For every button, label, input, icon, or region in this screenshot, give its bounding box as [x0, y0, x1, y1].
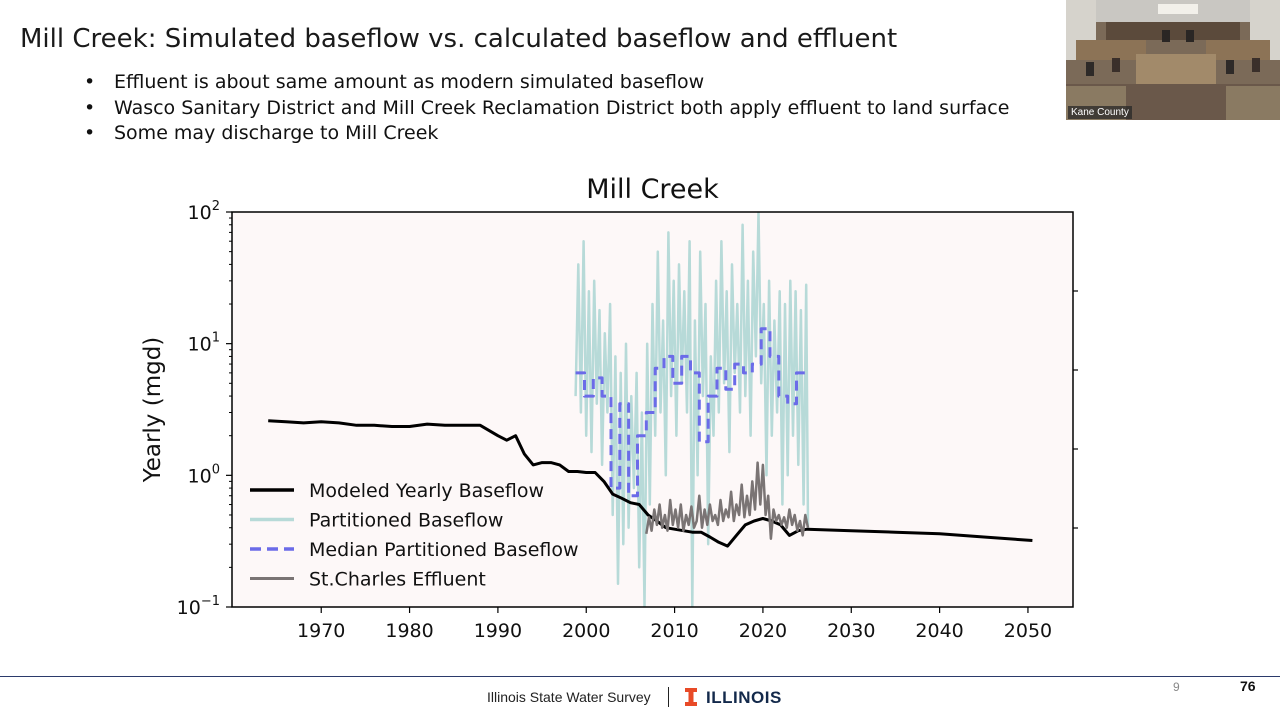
legend: Modeled Yearly Baseflow Partitioned Basef… — [250, 480, 579, 591]
x-tick-label: 2010 — [650, 620, 698, 642]
y-axis-label: Yearly (mgd) — [140, 337, 166, 484]
series-layer — [268, 212, 1033, 607]
x-tick-label: 1980 — [385, 620, 433, 642]
y-tick-base: 10 — [188, 334, 212, 356]
x-tick-label: 2000 — [562, 620, 610, 642]
footer-divider — [0, 676, 1280, 677]
y-tick-base: 10 — [177, 597, 201, 619]
x-tick-label: 2040 — [915, 620, 963, 642]
legend-label: St.Charles Effluent — [309, 569, 486, 591]
slide-number: 9 — [1173, 680, 1180, 694]
y-tick-exponent: −1 — [201, 594, 220, 609]
bullet-item: Wasco Sanitary District and Mill Creek R… — [84, 96, 1009, 122]
bullet-item: Effluent is about same amount as modern … — [84, 70, 1009, 96]
video-thumbnail[interactable]: Kane County — [1066, 0, 1280, 120]
y-tick-label: 100 — [188, 462, 220, 487]
axes-layer: 1970 1980 1990 2000 2010 2020 2030 2040 205010−1… — [177, 199, 1078, 642]
series-line-4 — [645, 461, 810, 540]
x-tick-label: 1970 — [297, 620, 345, 642]
plot-frame — [231, 211, 1074, 608]
legend-label: Modeled Yearly Baseflow — [309, 480, 544, 502]
footer-separator — [668, 687, 669, 707]
x-tick-label: 2030 — [827, 620, 875, 642]
legend-label: Median Partitioned Baseflow — [309, 539, 579, 561]
footer-organization: Illinois State Water Survey — [487, 689, 651, 705]
y-tick-base: 10 — [188, 465, 212, 487]
illinois-block-i-icon — [685, 688, 697, 706]
y-tick-label: 102 — [188, 199, 220, 224]
page-number: 76 — [1240, 678, 1256, 694]
series-line-3 — [575, 327, 807, 498]
y-tick-exponent: 2 — [212, 199, 220, 214]
bullet-list: Effluent is about same amount as modern … — [84, 70, 1009, 147]
legend-label: Partitioned Baseflow — [309, 510, 503, 532]
x-tick-label: 1990 — [474, 620, 522, 642]
plot-area — [232, 212, 1073, 607]
x-tick-label: 2020 — [739, 620, 787, 642]
slide-title: Mill Creek: Simulated baseflow vs. calcu… — [20, 24, 898, 54]
y-tick-label: 101 — [188, 331, 220, 356]
y-tick-exponent: 0 — [212, 462, 220, 477]
chart-title: Mill Creek — [586, 174, 719, 205]
y-tick-label: 10−1 — [177, 594, 220, 619]
bullet-item: Some may discharge to Mill Creek — [84, 121, 1009, 147]
x-tick-label: 2050 — [1004, 620, 1052, 642]
y-tick-base: 10 — [188, 202, 212, 224]
video-caption: Kane County — [1068, 106, 1132, 119]
y-tick-exponent: 1 — [212, 331, 220, 346]
footer-brand: ILLINOIS — [706, 688, 782, 707]
